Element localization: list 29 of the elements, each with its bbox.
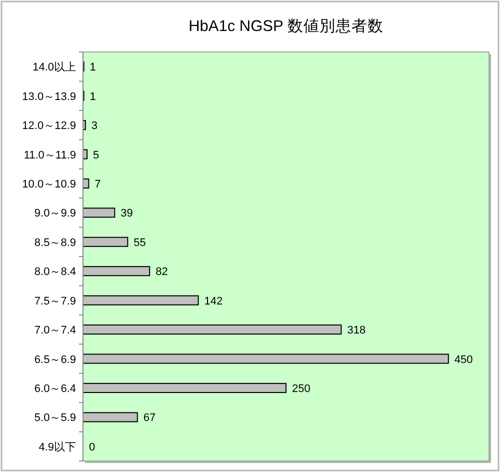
data-label: 39 bbox=[120, 208, 133, 220]
data-label: 3 bbox=[91, 120, 98, 132]
y-tick-label: 7.0～7.4 bbox=[34, 324, 76, 337]
y-tick-label: 14.0以上 bbox=[32, 60, 76, 74]
data-label: 82 bbox=[156, 266, 168, 278]
y-tick-label: 10.0～10.9 bbox=[22, 178, 76, 190]
data-label: 142 bbox=[204, 295, 223, 308]
y-tick-label: 13.0～13.9 bbox=[22, 90, 76, 103]
y-tick-label: 4.9以下 bbox=[38, 440, 76, 454]
data-label: 55 bbox=[134, 236, 146, 249]
y-tick-label: 8.5～8.9 bbox=[34, 236, 76, 249]
y-tick-label: 12.0～12.9 bbox=[22, 120, 76, 132]
data-label: 1 bbox=[90, 90, 96, 103]
y-tick-label: 9.0～9.9 bbox=[34, 208, 76, 220]
data-label: 7 bbox=[94, 178, 101, 190]
data-label: 250 bbox=[292, 382, 310, 395]
y-tick-label: 6.5～6.9 bbox=[34, 354, 76, 366]
chart-title: HbA1c NGSP 数値別患者数 bbox=[188, 17, 384, 35]
data-label: 450 bbox=[454, 354, 473, 366]
y-tick-label: 11.0～11.9 bbox=[24, 149, 76, 162]
y-tick-label: 8.0～8.4 bbox=[34, 266, 76, 278]
data-label: 1 bbox=[90, 62, 96, 74]
data-label: 0 bbox=[89, 441, 96, 454]
y-tick-label: 5.0～5.9 bbox=[34, 412, 76, 424]
y-tick-label: 6.0～6.4 bbox=[34, 382, 76, 395]
data-label: 5 bbox=[93, 149, 100, 162]
data-label: 318 bbox=[347, 324, 366, 337]
y-tick-label: 7.5～7.9 bbox=[34, 295, 76, 308]
data-label: 67 bbox=[143, 412, 156, 424]
